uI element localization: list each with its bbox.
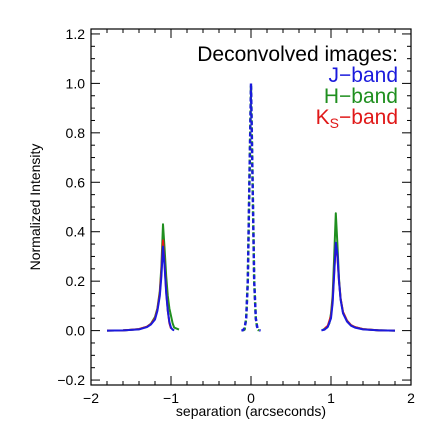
y-axis-title: Normalized Intensity	[27, 144, 43, 271]
legend-entry-ks-subscript: S	[330, 115, 339, 131]
legend-entry-j-band: J−band	[329, 64, 398, 87]
y-tick-label: 0.2	[66, 273, 86, 289]
legend-title: Deconvolved images:	[197, 43, 398, 66]
x-tick-label: −1	[163, 390, 179, 406]
x-tick-label: 2	[407, 390, 415, 406]
x-tick-label: 1	[327, 390, 335, 406]
legend-entry-ks-suffix: −band	[339, 106, 398, 129]
y-tick-label: 0.6	[66, 174, 86, 190]
axis-ticks	[90, 29, 412, 385]
y-tick-label: 1.0	[66, 75, 86, 91]
x-axis-title: separation (arcseconds)	[176, 403, 326, 419]
series-line-5	[106, 245, 175, 332]
series-line-6	[321, 241, 396, 332]
legend-entry-ks-band: KS−band	[316, 106, 398, 131]
y-tick-label: 0.0	[66, 323, 86, 339]
x-tick-label: −2	[83, 390, 99, 406]
y-tick-label: −0.2	[57, 372, 85, 388]
x-tick-label: 0	[247, 390, 255, 406]
series-line-7	[241, 82, 261, 332]
legend-entry-ks-k: K	[316, 106, 330, 129]
y-tick-label: 1.2	[66, 26, 86, 42]
legend-entry-h-band: H−band	[324, 85, 398, 108]
data-lines	[106, 82, 396, 332]
y-tick-label: 0.8	[66, 125, 86, 141]
axis-tick-labels: −2 −1 0 1 2 −0.2 0.0 0.2 0.4 0.6 0.8 1.0 1.2	[57, 26, 415, 406]
y-tick-label: 0.4	[66, 224, 86, 240]
